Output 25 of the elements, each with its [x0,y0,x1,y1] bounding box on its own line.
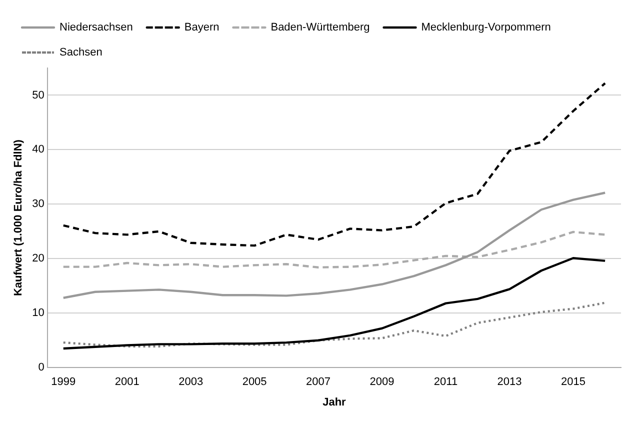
x-axis-title: Jahr [322,396,347,408]
x-tick-label: 2013 [497,376,522,388]
x-tick-label: 2005 [242,376,267,388]
y-axis-title: Kaufwert (1.000 Euro/ha FdlN) [12,139,25,296]
line-series [62,82,606,247]
x-tick-label: 2011 [434,376,458,388]
y-tick-label: 50 [32,89,44,102]
legend-label: Mecklenburg-Vorpommern [421,22,551,34]
x-tick-label: 2009 [370,376,394,388]
line-series [62,230,606,268]
x-tick-label: 2007 [306,376,331,388]
y-tick-label: 30 [32,198,44,210]
x-tick-label: 1999 [51,376,76,388]
line-series [62,302,606,348]
x-tick-label: 2003 [178,376,204,388]
y-tick-label: 0 [38,362,44,374]
y-tick-label: 40 [32,144,44,156]
legend-label: Bayern [184,22,220,34]
y-tick-label: 10 [32,307,44,320]
x-tick-label: 2015 [560,376,586,388]
legend-label: Niedersachsen [60,22,133,34]
legend-label: Baden-Württemberg [270,22,370,34]
legend-label: Sachsen [60,46,102,59]
y-tick-label: 20 [32,252,44,265]
x-tick-label: 2001 [114,376,140,388]
